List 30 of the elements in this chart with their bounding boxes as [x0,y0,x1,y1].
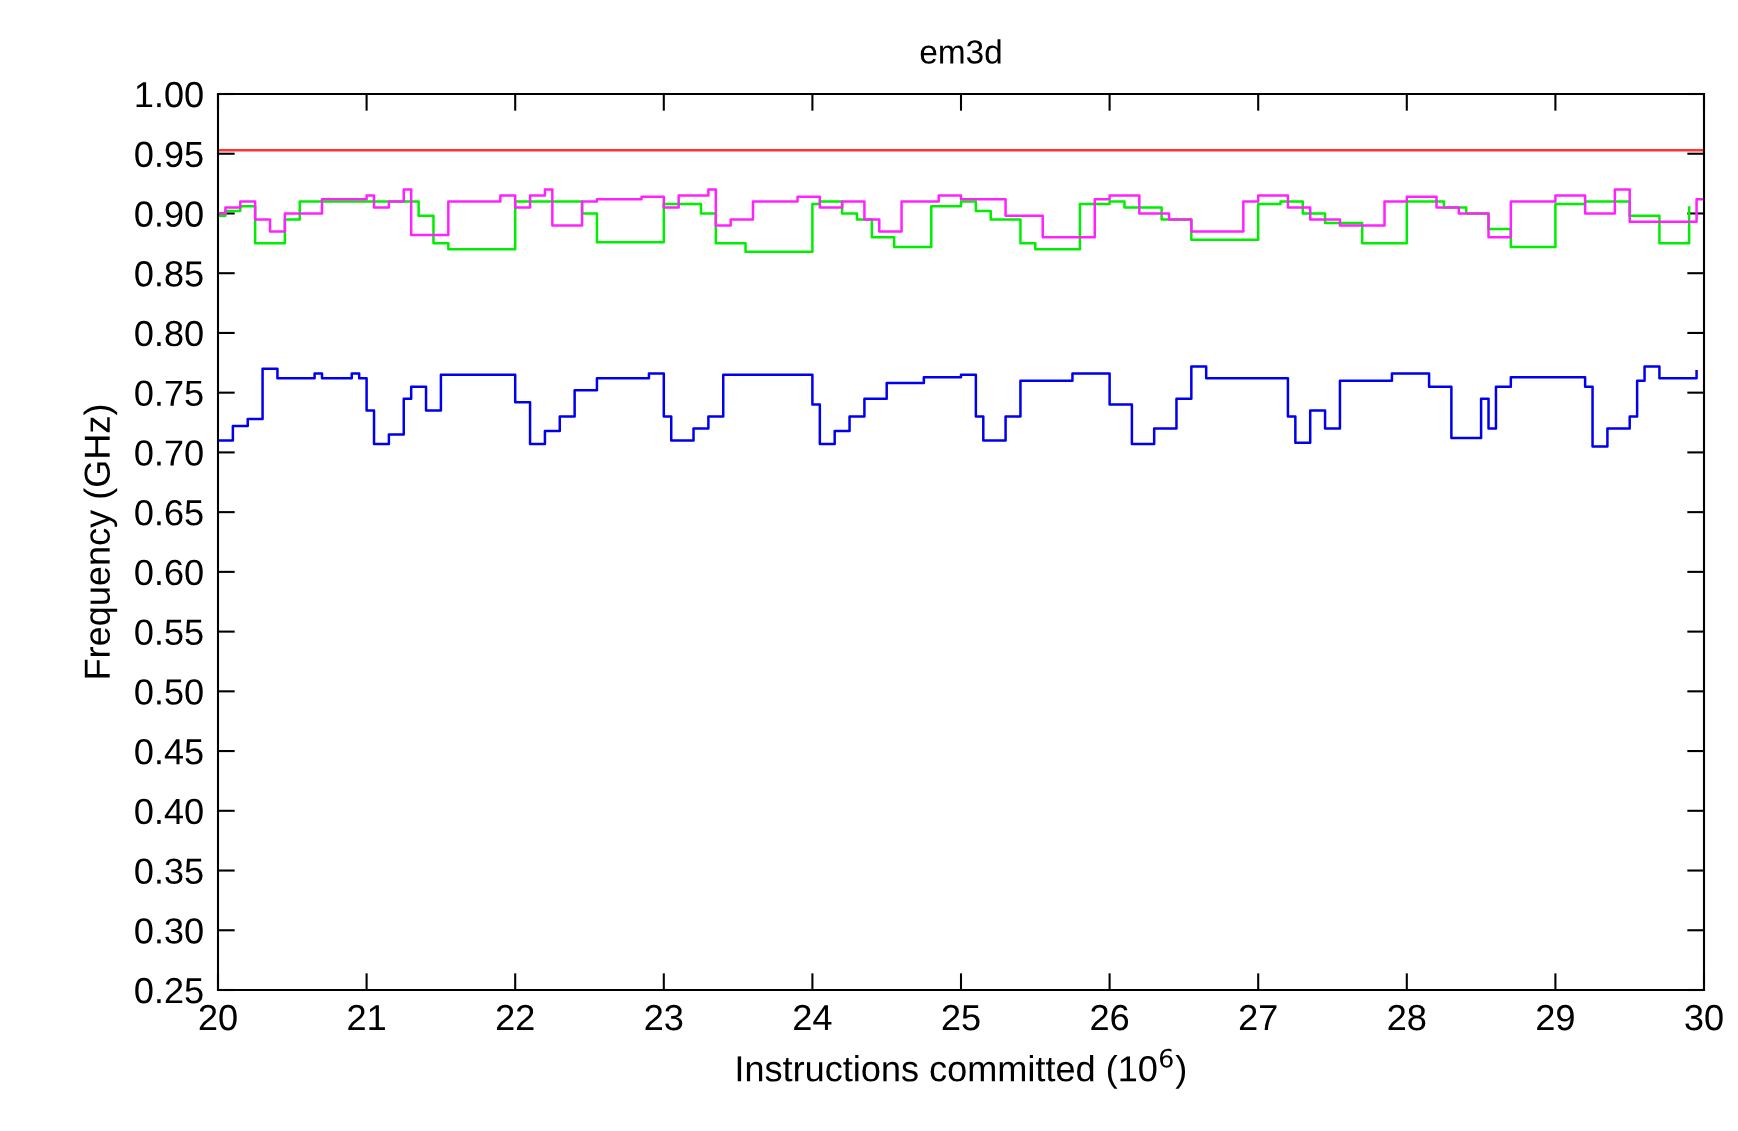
x-tick-label: 30 [1685,1004,1723,1031]
y-tick-label: 0.25 [135,977,203,1004]
y-tick-label: 0.40 [135,798,203,825]
y-tick-label: 0.90 [135,201,203,227]
y-tick-label: 0.60 [135,559,203,586]
y-tick-label: 0.95 [135,141,203,168]
y-tick-label: 0.50 [135,679,203,705]
x-tick-label: 24 [794,1004,832,1031]
y-tick-label: 0.30 [135,918,203,944]
x-tick-label: 23 [645,1004,683,1031]
x-tick-label: 26 [1091,1004,1129,1031]
x-axis-title: Instructions committed (10$^{6}$) [737,1048,1186,1089]
y-tick-label: 0.55 [135,619,203,646]
y-tick-label: 0.35 [135,858,203,884]
x-tick-label: 28 [1388,1004,1426,1031]
y-tick-label: 0.85 [135,261,203,287]
x-tick-label: 22 [496,1004,534,1031]
x-tick-label: 25 [942,1004,980,1031]
y-tick-label: 0.80 [135,320,203,347]
x-tick-label: 29 [1537,1004,1574,1031]
y-tick-label: 0.45 [135,738,203,765]
y-tick-label: 1.00 [136,81,203,108]
x-tick-label: 27 [1239,1004,1277,1031]
chart-title: em3d [920,39,1001,64]
y-tick-label: 0.70 [135,440,203,466]
y-axis-title: Frequency (GHz) [83,405,118,678]
y-tick-label: 0.65 [135,500,203,526]
y-tick-label: 0.75 [135,380,203,407]
x-tick-label: 21 [348,1004,385,1031]
x-tick-label: 20 [199,1004,237,1031]
